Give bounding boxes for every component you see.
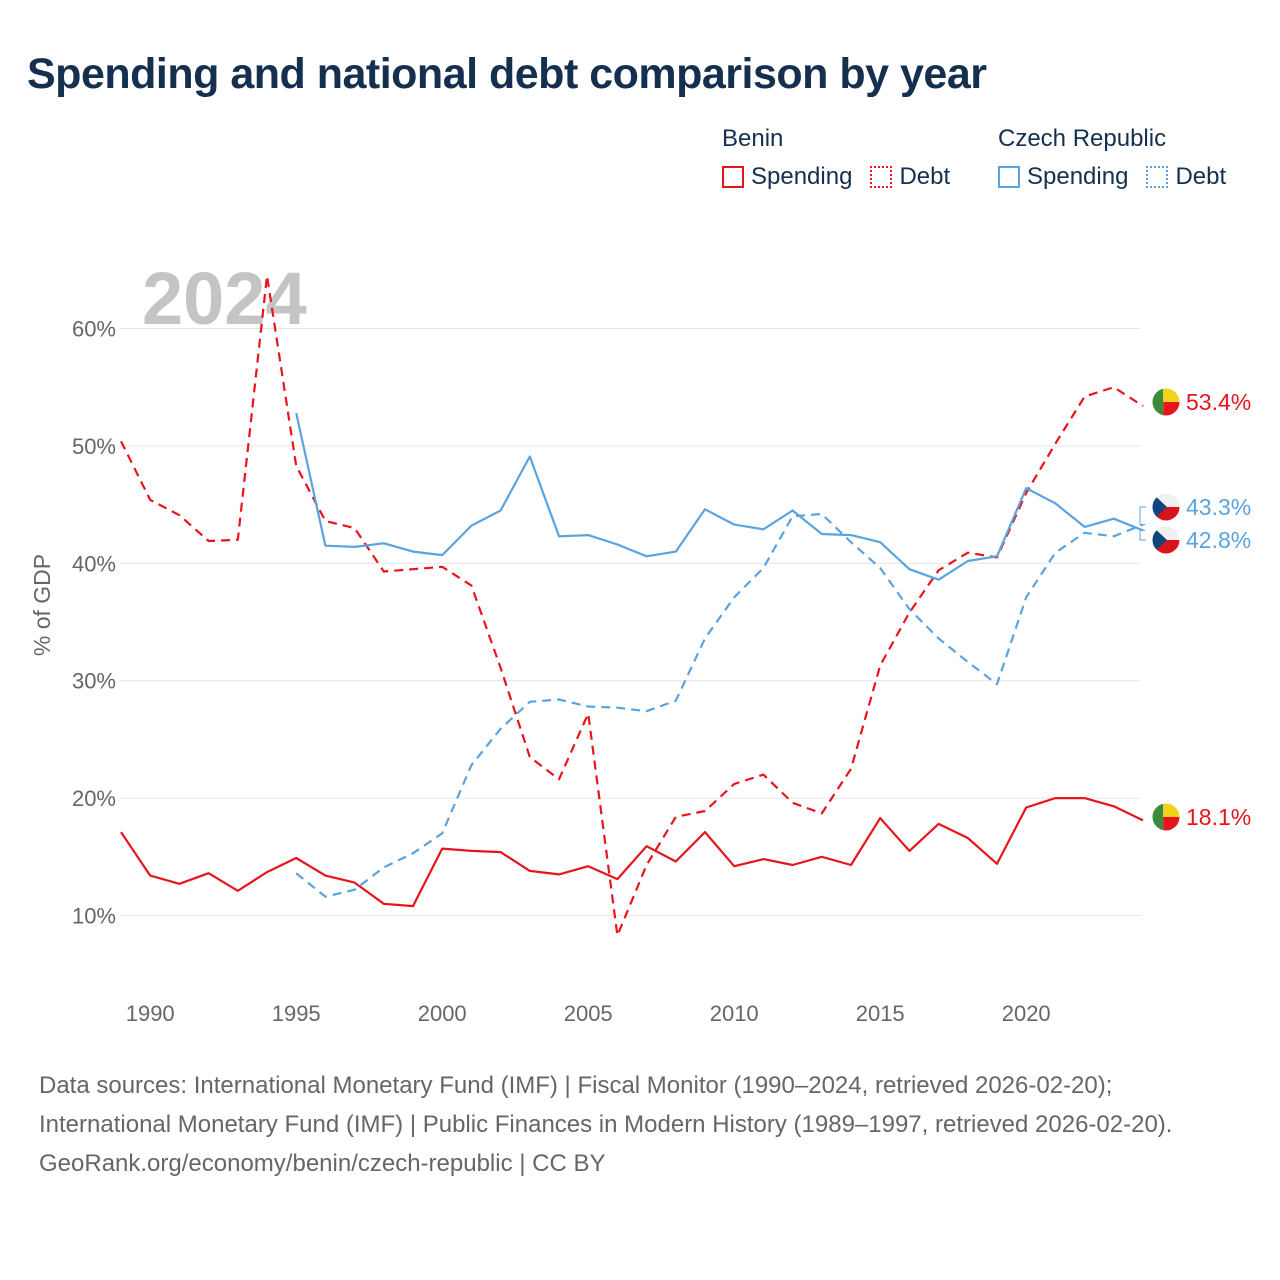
legend-czech-debt-swatch <box>1146 166 1169 188</box>
x-tick-label: 2010 <box>710 1001 759 1026</box>
end-markers: 18.1% 53.4% 42.8% 43.3% <box>1139 387 1251 832</box>
y-tick-label: 20% <box>72 786 116 811</box>
y-ticks: 10% 20% 30% 40% 50% 60% <box>72 317 116 929</box>
end-label: 42.8% <box>1186 527 1251 553</box>
czech-flag-icon <box>1151 492 1181 522</box>
gridlines <box>120 328 1140 916</box>
year-watermark: 2024 <box>142 257 307 340</box>
end-connector <box>1139 529 1146 541</box>
end-label: 53.4% <box>1186 389 1251 415</box>
series-benin-debt[interactable] <box>120 274 1144 937</box>
legend-czech-debt-label: Debt <box>1175 163 1227 190</box>
chart-title: Spending and national debt comparison by… <box>27 50 987 98</box>
x-tick-label: 2020 <box>1002 1001 1051 1026</box>
x-tick-label: 1995 <box>272 1001 321 1026</box>
legend-benin-spending-swatch <box>722 166 744 188</box>
y-tick-label: 30% <box>72 669 116 694</box>
end-label: 43.3% <box>1186 494 1251 520</box>
legend-benin: Benin Spending Debt <box>722 122 950 198</box>
x-tick-label: 1990 <box>126 1001 175 1026</box>
footer: Data sources: International Monetary Fun… <box>39 1066 1239 1183</box>
legend-czech-debt[interactable]: Debt <box>1146 163 1226 191</box>
legend-czech-spending-swatch <box>998 166 1020 188</box>
legend-benin-debt-swatch <box>870 166 893 188</box>
end-label: 18.1% <box>1186 804 1251 830</box>
y-tick-label: 50% <box>72 434 116 459</box>
footer-credit[interactable]: GeoRank.org/economy/benin/czech-republic… <box>39 1150 606 1177</box>
legend-benin-spending[interactable]: Spending <box>722 163 852 191</box>
series-benin-spending[interactable] <box>120 796 1144 908</box>
benin-flag-icon <box>1151 387 1181 417</box>
y-tick-label: 40% <box>72 551 116 576</box>
end-connector <box>1139 506 1146 526</box>
legend-benin-title: Benin <box>722 125 784 152</box>
benin-flag-icon <box>1151 802 1181 832</box>
x-tick-label: 2005 <box>564 1001 613 1026</box>
y-axis-label: % of GDP <box>29 554 55 656</box>
series-lines <box>120 274 1144 937</box>
x-tick-label: 2015 <box>856 1001 905 1026</box>
legend-benin-debt[interactable]: Debt <box>870 163 950 191</box>
series-czech-republic-debt[interactable] <box>295 512 1144 898</box>
y-tick-label: 10% <box>72 904 116 929</box>
footer-sources: Data sources: International Monetary Fun… <box>39 1072 1173 1138</box>
legend-czech-spending[interactable]: Spending <box>998 163 1128 191</box>
x-ticks: 1990 1995 2000 2005 2010 2015 2020 <box>126 1001 1051 1026</box>
legend-benin-debt-label: Debt <box>899 163 951 190</box>
legend-czech: Czech Republic Spending Debt <box>998 122 1226 198</box>
line-chart: 2024 % of GDP 10%20%30%40%50%60% 1990 199… <box>29 257 1251 1026</box>
series-czech-republic-spending[interactable] <box>295 412 1144 581</box>
legend-benin-spending-label: Spending <box>751 163 853 190</box>
czech-flag-icon <box>1151 525 1181 555</box>
legend-czech-spending-label: Spending <box>1027 163 1129 190</box>
y-tick-label: 60% <box>72 317 116 342</box>
x-tick-label: 2000 <box>418 1001 467 1026</box>
legend-czech-title: Czech Republic <box>998 125 1167 152</box>
